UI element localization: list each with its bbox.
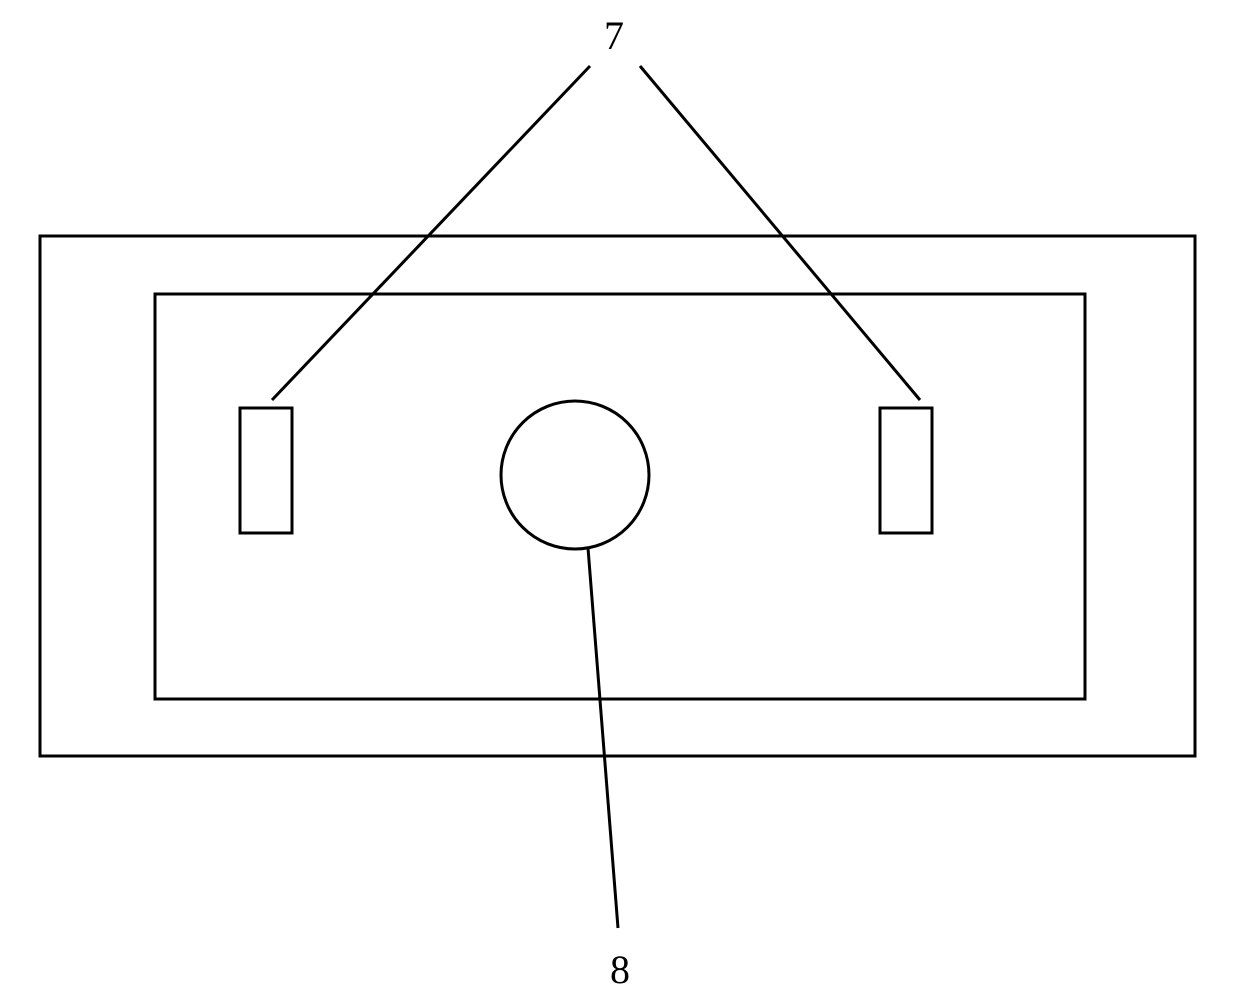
diagram-container (0, 0, 1240, 1002)
leader-line-top-left (272, 66, 590, 400)
center-circle (501, 401, 649, 549)
label-bottom: 8 (610, 946, 630, 993)
technical-diagram (0, 0, 1240, 1002)
leader-line-bottom (588, 548, 618, 928)
leader-line-top-right (640, 66, 920, 400)
inner-rectangle (155, 294, 1085, 699)
label-top: 7 (604, 12, 624, 59)
left-small-rectangle (240, 408, 292, 533)
right-small-rectangle (880, 408, 932, 533)
outer-rectangle (40, 236, 1195, 756)
